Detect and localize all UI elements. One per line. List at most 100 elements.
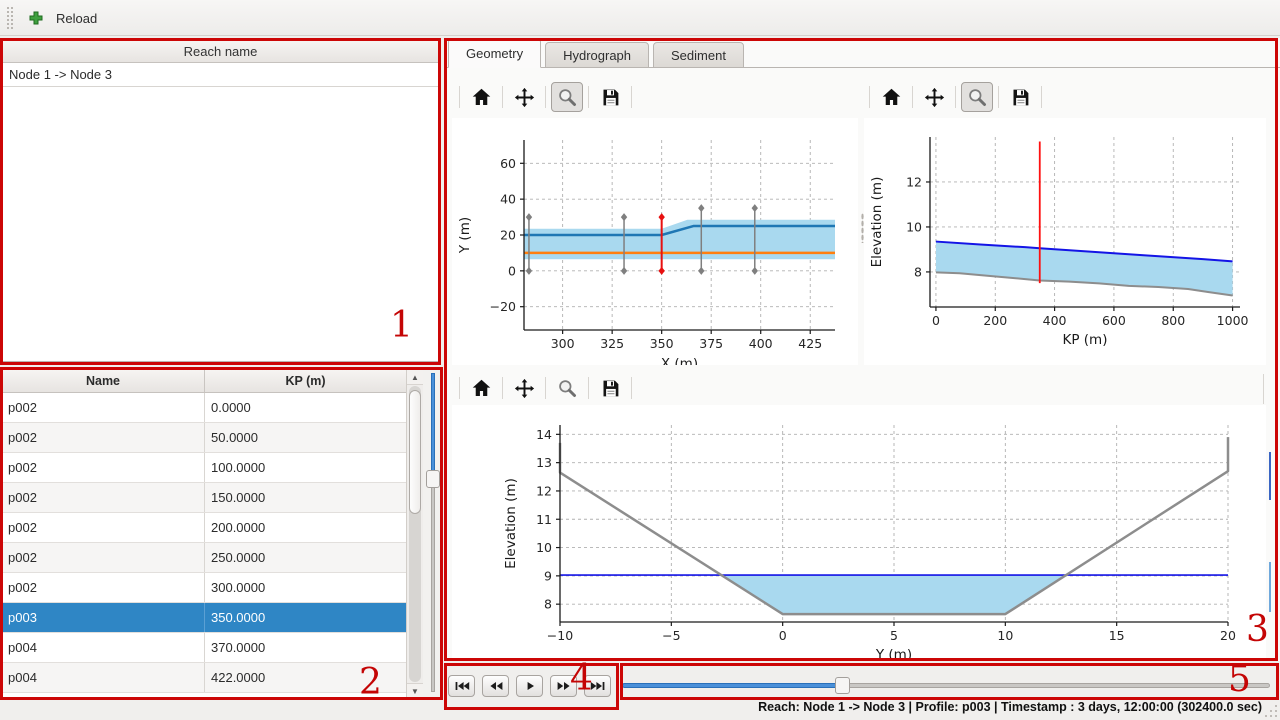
time-slider-handle[interactable] <box>835 677 851 694</box>
cell-name[interactable]: p004 <box>2 663 205 692</box>
svg-text:400: 400 <box>749 336 773 351</box>
splitter-handle[interactable] <box>861 213 864 243</box>
table-row[interactable]: p003 350.0000 <box>2 603 406 633</box>
tab-geometry[interactable]: Geometry <box>448 38 542 68</box>
scrollbar-down-arrow[interactable]: ▼ <box>407 683 423 698</box>
zoom-icon <box>967 87 988 108</box>
column-header-name[interactable]: Name <box>2 370 205 392</box>
cell-kp[interactable]: 422.0000 <box>211 670 266 685</box>
table-row[interactable]: p004 370.0000 <box>2 633 406 663</box>
cell-name[interactable]: p002 <box>2 393 205 422</box>
svg-text:Y (m): Y (m) <box>457 217 473 254</box>
cell-kp[interactable]: 250.0000 <box>211 550 266 565</box>
tab-hydrograph[interactable]: Hydrograph <box>545 42 650 68</box>
zoom-button[interactable] <box>551 373 583 403</box>
pan-button[interactable] <box>918 82 950 112</box>
profile-vertical-slider[interactable] <box>423 370 442 698</box>
tab-bar <box>444 38 1280 68</box>
svg-text:800: 800 <box>1161 313 1185 328</box>
table-row[interactable]: p002 250.0000 <box>2 543 406 573</box>
toolbar-separator <box>631 377 632 399</box>
reach-name-column-header[interactable]: Reach name <box>3 41 438 63</box>
zoom-icon <box>557 378 578 399</box>
skip-to-end-button[interactable] <box>584 675 611 697</box>
save-button[interactable] <box>594 82 626 112</box>
cell-name[interactable]: p002 <box>2 453 205 482</box>
save-button[interactable] <box>594 373 626 403</box>
long-profile-chart-svg: 0 200 400 600 800 1000 8 10 12 KP (m) Elevation (m… <box>869 137 1249 348</box>
cell-kp[interactable]: 350.0000 <box>211 610 266 625</box>
reach-list-item[interactable]: Node 1 -> Node 3 <box>3 63 438 87</box>
scrollbar-thumb[interactable] <box>409 390 421 514</box>
cell-name[interactable]: p002 <box>2 573 205 602</box>
toolbar-separator <box>1041 86 1042 108</box>
time-slider[interactable] <box>622 676 1270 694</box>
cross-section-figure-canvas[interactable]: −10 −5 0 5 10 15 20 8 9 10 11 12 13 14 Y (m) Elevation … <box>452 405 1266 663</box>
home-button[interactable] <box>465 82 497 112</box>
table-row[interactable]: p002 0.0000 <box>2 393 406 423</box>
svg-text:13: 13 <box>536 455 552 470</box>
svg-text:12: 12 <box>536 483 552 498</box>
table-scrollbar[interactable]: ▲ ▼ <box>406 370 423 698</box>
cell-name[interactable]: p003 <box>2 603 205 632</box>
svg-text:Y (m): Y (m) <box>875 647 912 660</box>
plan-view-figure-canvas[interactable]: 300 325 350 375 400 425 −20 0 20 40 60 X (m) Y (m) <box>452 118 858 372</box>
home-button[interactable] <box>465 373 497 403</box>
save-button[interactable] <box>1004 82 1036 112</box>
profile-table: Name KP (m) p002 0.0000 p002 50.0000 p002 100… <box>2 370 406 698</box>
reload-label: Reload <box>56 10 98 26</box>
toolbar-drag-handle[interactable] <box>6 6 13 30</box>
save-icon <box>600 378 621 399</box>
cell-kp[interactable]: 150.0000 <box>211 490 266 505</box>
svg-text:375: 375 <box>699 336 723 351</box>
skip-to-start-icon <box>454 681 470 691</box>
zoom-button[interactable] <box>961 82 993 112</box>
toolbar-separator <box>998 86 999 108</box>
column-header-kp[interactable]: KP (m) <box>285 374 326 388</box>
cell-kp[interactable]: 0.0000 <box>211 400 251 415</box>
toolbar-separator <box>459 86 460 108</box>
svg-text:1000: 1000 <box>1217 313 1249 328</box>
home-icon <box>881 87 902 108</box>
rewind-button[interactable] <box>482 675 509 697</box>
svg-text:11: 11 <box>536 512 552 527</box>
pan-button[interactable] <box>508 373 540 403</box>
cell-kp[interactable]: 50.0000 <box>211 430 258 445</box>
tab-sediment[interactable]: Sediment <box>653 42 744 68</box>
toolbar-separator <box>912 86 913 108</box>
clipped-toolbar-separator <box>1263 374 1264 404</box>
skip-to-start-button[interactable] <box>448 675 475 697</box>
window-resize-grip[interactable] <box>1265 705 1277 717</box>
fast-forward-icon <box>556 681 572 691</box>
cell-kp[interactable]: 100.0000 <box>211 460 266 475</box>
home-icon <box>471 378 492 399</box>
table-row[interactable]: p002 300.0000 <box>2 573 406 603</box>
pan-button[interactable] <box>508 82 540 112</box>
profile-table-body: p002 0.0000 p002 50.0000 p002 100.0000 p002 150… <box>2 393 406 693</box>
cell-name[interactable]: p002 <box>2 483 205 512</box>
profile-slider-track[interactable] <box>431 473 435 692</box>
cell-kp[interactable]: 300.0000 <box>211 580 266 595</box>
cell-name[interactable]: p002 <box>2 513 205 542</box>
reload-button[interactable]: Reload <box>20 4 105 32</box>
table-row[interactable]: p002 100.0000 <box>2 453 406 483</box>
cell-kp[interactable]: 200.0000 <box>211 520 266 535</box>
fast-forward-button[interactable] <box>550 675 577 697</box>
scrollbar-up-arrow[interactable]: ▲ <box>407 370 423 385</box>
table-row[interactable]: p002 150.0000 <box>2 483 406 513</box>
zoom-button[interactable] <box>551 82 583 112</box>
cell-name[interactable]: p002 <box>2 543 205 572</box>
profile-slider-handle[interactable] <box>426 470 440 488</box>
svg-text:5: 5 <box>890 628 898 643</box>
cell-kp[interactable]: 370.0000 <box>211 640 266 655</box>
svg-text:20: 20 <box>500 228 516 243</box>
table-row[interactable]: p004 422.0000 <box>2 663 406 693</box>
play-button[interactable] <box>516 675 543 697</box>
table-row[interactable]: p002 200.0000 <box>2 513 406 543</box>
table-row[interactable]: p002 50.0000 <box>2 423 406 453</box>
cell-name[interactable]: p004 <box>2 633 205 662</box>
long-profile-figure-canvas[interactable]: 0 200 400 600 800 1000 8 10 12 KP (m) Elevation (m… <box>864 118 1266 365</box>
cross-section-toolbar <box>454 371 637 405</box>
cell-name[interactable]: p002 <box>2 423 205 452</box>
home-button[interactable] <box>875 82 907 112</box>
